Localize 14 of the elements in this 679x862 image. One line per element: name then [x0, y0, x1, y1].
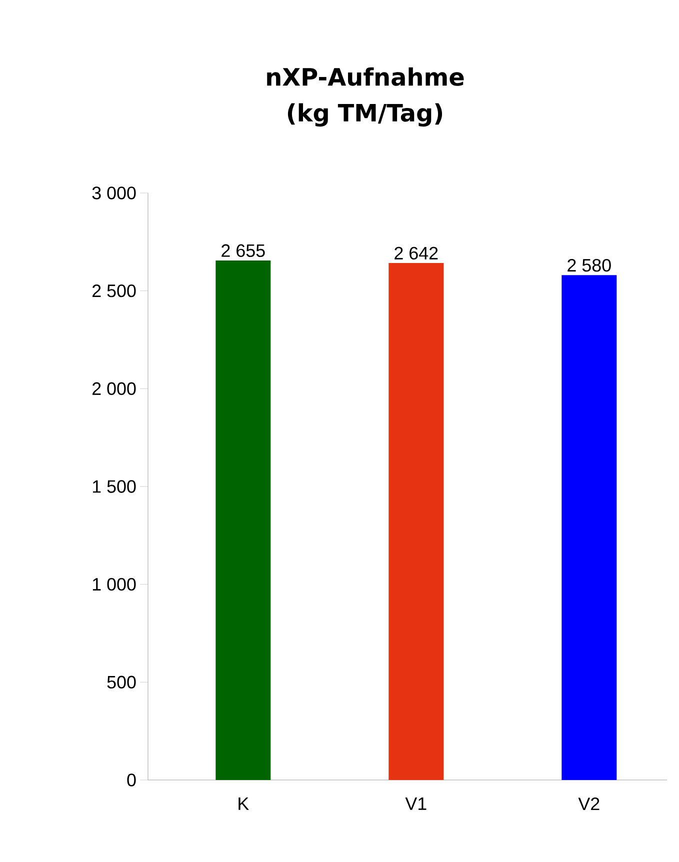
x-tick-label: V1: [405, 798, 426, 810]
y-tick-label: 2 000: [92, 382, 136, 396]
data-label: 2 580: [568, 258, 611, 272]
chart-title: nXP-Aufnahme (kg TM/Tag): [267, 67, 464, 127]
y-tick-label: 3 000: [92, 186, 136, 200]
y-tick-label: 2 500: [92, 284, 136, 298]
x-tick-label: V2: [578, 798, 600, 810]
data-label: 2 655: [222, 244, 265, 257]
y-tick-label: 500: [107, 676, 136, 689]
y-tick-label: 1 000: [92, 578, 136, 591]
x-tick-label: K: [238, 798, 249, 810]
data-label: 2 642: [394, 246, 438, 260]
y-tick-label: 1 500: [92, 480, 136, 493]
y-tick-label: 0: [127, 774, 136, 786]
